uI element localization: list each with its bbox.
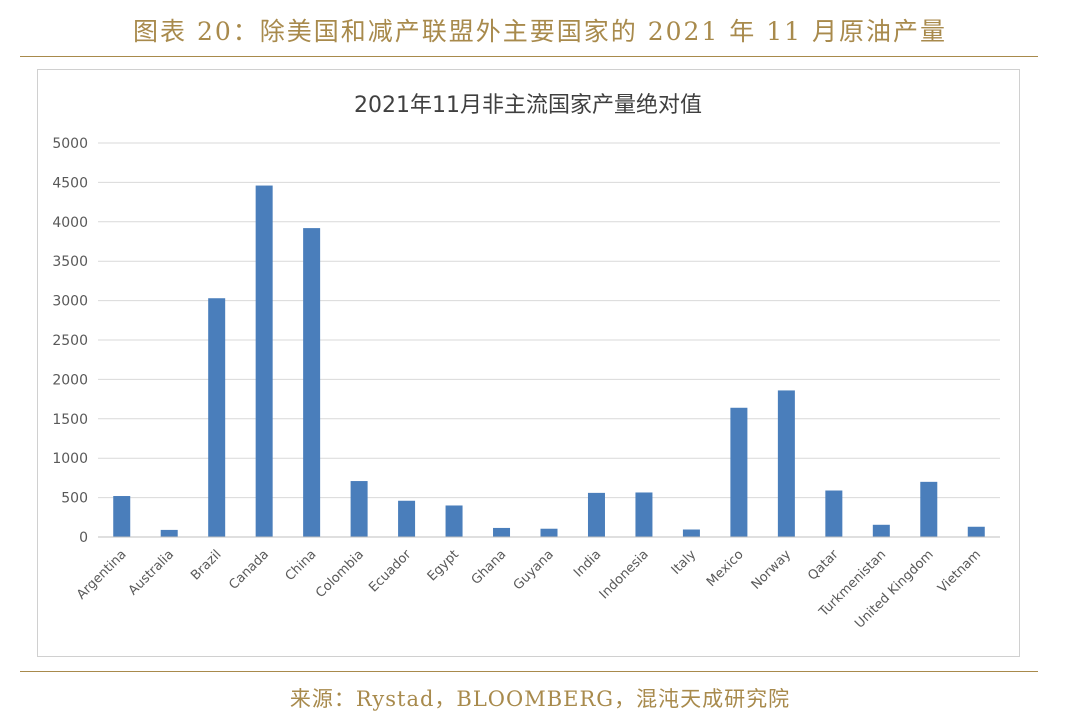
y-tick-label: 2000 (52, 372, 88, 388)
x-tick-label: Guyana (511, 547, 557, 593)
bars (113, 185, 985, 537)
chart-title: 2021年11月非主流国家产量绝对值 (354, 93, 702, 118)
gridlines (98, 142, 1000, 499)
y-tick-label: 2500 (52, 333, 88, 349)
bar-turkmenistan (872, 524, 890, 537)
y-tick-label: 0 (79, 530, 88, 546)
bar-china (303, 228, 321, 537)
bar-india (587, 492, 605, 537)
y-tick-label: 1500 (52, 412, 88, 428)
bar-norway (777, 390, 795, 537)
bar-vietnam (967, 526, 985, 537)
bar-argentina (113, 496, 131, 537)
x-tick-label: Ecuador (366, 547, 415, 596)
bar-indonesia (635, 492, 653, 537)
x-tick-label: Colombia (313, 547, 367, 601)
x-tick-label: Argentina (74, 547, 129, 602)
y-tick-label: 1000 (52, 451, 88, 467)
bar-canada (255, 185, 273, 537)
bar-ghana (493, 527, 511, 537)
x-tick-label: Egypt (425, 547, 462, 584)
chart-frame: 2021年11月非主流国家产量绝对值 0 500 1000 1500 2000 2500 3… (37, 69, 1020, 657)
bar-italy (682, 529, 700, 537)
top-divider (20, 56, 1038, 57)
bar-qatar (825, 490, 843, 537)
y-axis-ticks: 0 500 1000 1500 2000 2500 3000 3500 4000 4500 5000 (52, 136, 88, 546)
x-tick-label: Italy (669, 547, 700, 578)
bar-mexico (730, 407, 748, 537)
y-tick-label: 3500 (52, 254, 88, 270)
y-tick-label: 5000 (52, 136, 88, 152)
bar-united-kingdom (920, 481, 938, 537)
figure-caption: 图表 20：除美国和减产联盟外主要国家的 2021 年 11 月原油产量 (133, 17, 947, 46)
source-note: 来源：Rystad，BLOOMBERG，混沌天成研究院 (289, 687, 791, 711)
x-tick-label: Mexico (704, 547, 747, 590)
y-tick-label: 500 (61, 491, 88, 507)
bar-australia (160, 529, 178, 537)
x-tick-label: Australia (126, 547, 177, 598)
x-tick-label: Norway (749, 547, 795, 593)
x-tick-label: Brazil (188, 547, 224, 583)
x-tick-label: Qatar (805, 547, 842, 584)
bar-guyana (540, 528, 558, 537)
x-tick-label: India (571, 547, 604, 580)
y-tick-label: 4500 (52, 175, 88, 191)
x-tick-label: Indonesia (597, 547, 652, 602)
bottom-divider (20, 671, 1038, 672)
bar-brazil (208, 298, 226, 537)
bar-colombia (350, 481, 368, 537)
bar-chart: 2021年11月非主流国家产量绝对值 0 500 1000 1500 2000 2500 3… (52, 93, 1000, 632)
x-tick-label: Canada (226, 547, 272, 593)
y-tick-label: 3000 (52, 294, 88, 310)
x-tick-label: Vietnam (935, 547, 984, 596)
x-tick-label: Ghana (469, 547, 510, 588)
bar-egypt (445, 505, 463, 537)
x-tick-label: China (283, 547, 320, 584)
y-tick-label: 4000 (52, 215, 88, 231)
bar-ecuador (398, 500, 416, 537)
